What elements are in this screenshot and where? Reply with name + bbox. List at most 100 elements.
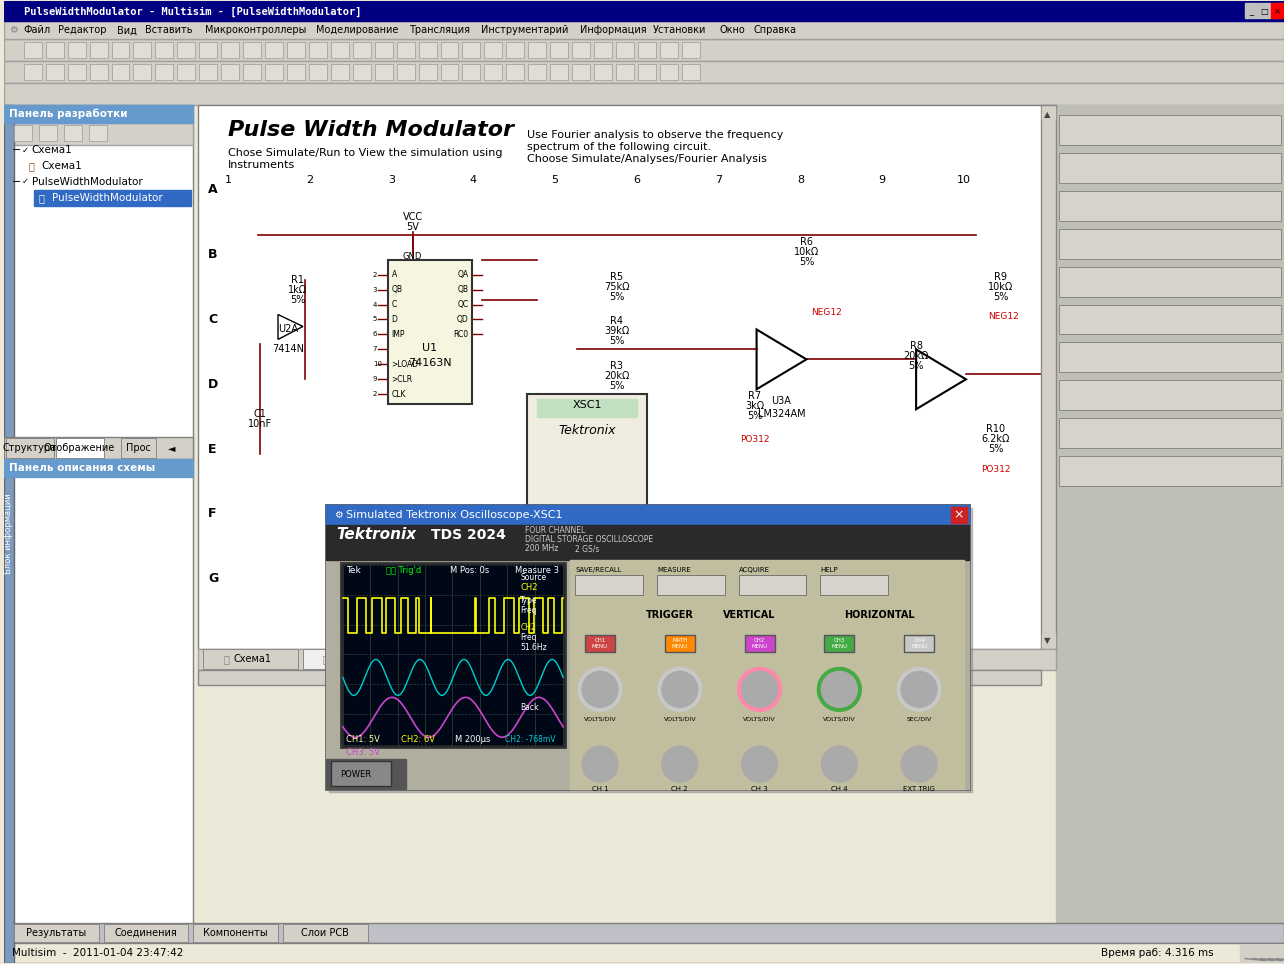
Text: 1: 1 — [225, 174, 231, 185]
Text: HELP: HELP — [820, 567, 838, 573]
Text: >CLR: >CLR — [392, 375, 412, 384]
Bar — [282, 924, 367, 942]
Text: 200 MHz: 200 MHz — [525, 545, 559, 553]
Text: E: E — [208, 442, 217, 456]
Bar — [551, 42, 568, 58]
Text: 3: 3 — [372, 286, 377, 293]
Bar — [484, 65, 502, 80]
Bar — [122, 438, 157, 458]
Text: CH 3: CH 3 — [751, 786, 768, 792]
Text: QD: QD — [457, 315, 469, 324]
Bar — [375, 42, 393, 58]
Bar — [265, 42, 282, 58]
Bar — [309, 42, 327, 58]
Bar — [112, 65, 130, 80]
Text: ▲: ▲ — [1044, 110, 1052, 119]
Text: Окно: Окно — [719, 25, 745, 36]
Text: 5%: 5% — [993, 291, 1008, 302]
Text: 10kΩ: 10kΩ — [794, 247, 819, 256]
Bar — [1059, 191, 1281, 221]
Bar — [199, 42, 217, 58]
Text: 39kΩ: 39kΩ — [605, 327, 629, 336]
Text: FOUR CHANNEL: FOUR CHANNEL — [525, 526, 586, 535]
Bar — [528, 42, 546, 58]
Text: Simulated Tektronix Oscilloscope-XSC1: Simulated Tektronix Oscilloscope-XSC1 — [345, 510, 562, 520]
Text: 5%: 5% — [799, 256, 814, 267]
Bar — [24, 65, 41, 80]
Text: HORIZONTAL: HORIZONTAL — [844, 609, 914, 620]
Text: R7: R7 — [749, 391, 761, 401]
Bar — [4, 105, 194, 459]
Circle shape — [822, 746, 858, 782]
Text: 📄: 📄 — [322, 655, 329, 664]
Text: 4: 4 — [470, 174, 476, 185]
Bar — [177, 42, 195, 58]
Text: VCC: VCC — [403, 212, 422, 222]
Text: 10kΩ: 10kΩ — [605, 406, 629, 416]
Text: VOLTS/DIV: VOLTS/DIV — [664, 717, 696, 722]
Text: 📄: 📄 — [28, 161, 35, 171]
Bar — [331, 42, 349, 58]
Text: Время раб: 4.316 ms: Время раб: 4.316 ms — [1100, 948, 1213, 957]
Text: F: F — [208, 507, 217, 521]
Bar — [820, 575, 889, 595]
Text: Type: Type — [520, 596, 538, 605]
Text: Multisim  -  2011-01-04 23:47:42: Multisim - 2011-01-04 23:47:42 — [12, 948, 184, 957]
Circle shape — [901, 672, 937, 708]
Text: CH2: CH2 — [520, 583, 538, 592]
Bar — [616, 65, 634, 80]
Bar — [397, 42, 415, 58]
Bar — [484, 42, 502, 58]
Text: 5%: 5% — [610, 336, 625, 346]
Text: C1: C1 — [254, 409, 267, 419]
Bar — [1059, 228, 1281, 258]
Bar — [155, 42, 173, 58]
Bar — [419, 65, 437, 80]
Text: R6: R6 — [800, 237, 813, 247]
Text: Слои PCB: Слои PCB — [300, 927, 349, 938]
Text: B: B — [208, 248, 218, 261]
Text: 1kΩ: 1kΩ — [289, 284, 307, 295]
Bar — [440, 65, 458, 80]
Text: D: D — [392, 315, 398, 324]
Bar — [638, 65, 656, 80]
Bar — [1041, 107, 1054, 120]
Text: 8: 8 — [797, 174, 804, 185]
Bar — [682, 65, 700, 80]
Text: Отображение: Отображение — [44, 443, 116, 453]
Bar — [288, 42, 304, 58]
Circle shape — [661, 672, 697, 708]
Bar — [537, 399, 637, 417]
Bar — [1059, 456, 1281, 486]
Circle shape — [582, 746, 618, 782]
Bar — [265, 65, 282, 80]
Bar — [660, 42, 678, 58]
Text: Схема1: Схема1 — [234, 655, 271, 664]
Text: 📄: 📄 — [39, 193, 45, 202]
Text: Схема1: Схема1 — [41, 161, 82, 171]
Text: Use Fourier analysis to observe the frequency: Use Fourier analysis to observe the freq… — [528, 130, 783, 140]
Text: 5%: 5% — [290, 295, 306, 305]
Bar — [586, 634, 615, 653]
Text: ⚙: ⚙ — [9, 25, 18, 36]
Text: ◄: ◄ — [168, 443, 176, 453]
Text: >LOAD: >LOAD — [392, 360, 419, 369]
Bar — [573, 42, 591, 58]
Bar — [1240, 945, 1284, 960]
Text: Результаты: Результаты — [26, 927, 86, 938]
Bar — [951, 507, 967, 522]
Bar — [243, 65, 261, 80]
Text: 10nF: 10nF — [248, 419, 272, 429]
Text: Freq: Freq — [520, 633, 537, 642]
Text: U3A: U3A — [772, 396, 791, 406]
Bar — [660, 65, 678, 80]
Bar — [4, 40, 1284, 62]
Bar — [46, 65, 64, 80]
Bar — [4, 943, 1284, 963]
Text: 5: 5 — [372, 316, 377, 323]
Text: 10: 10 — [372, 362, 381, 367]
Bar — [90, 65, 108, 80]
Text: Справка: Справка — [754, 25, 796, 36]
Text: CH2: 6V: CH2: 6V — [401, 735, 435, 744]
Text: □: □ — [1260, 7, 1269, 16]
